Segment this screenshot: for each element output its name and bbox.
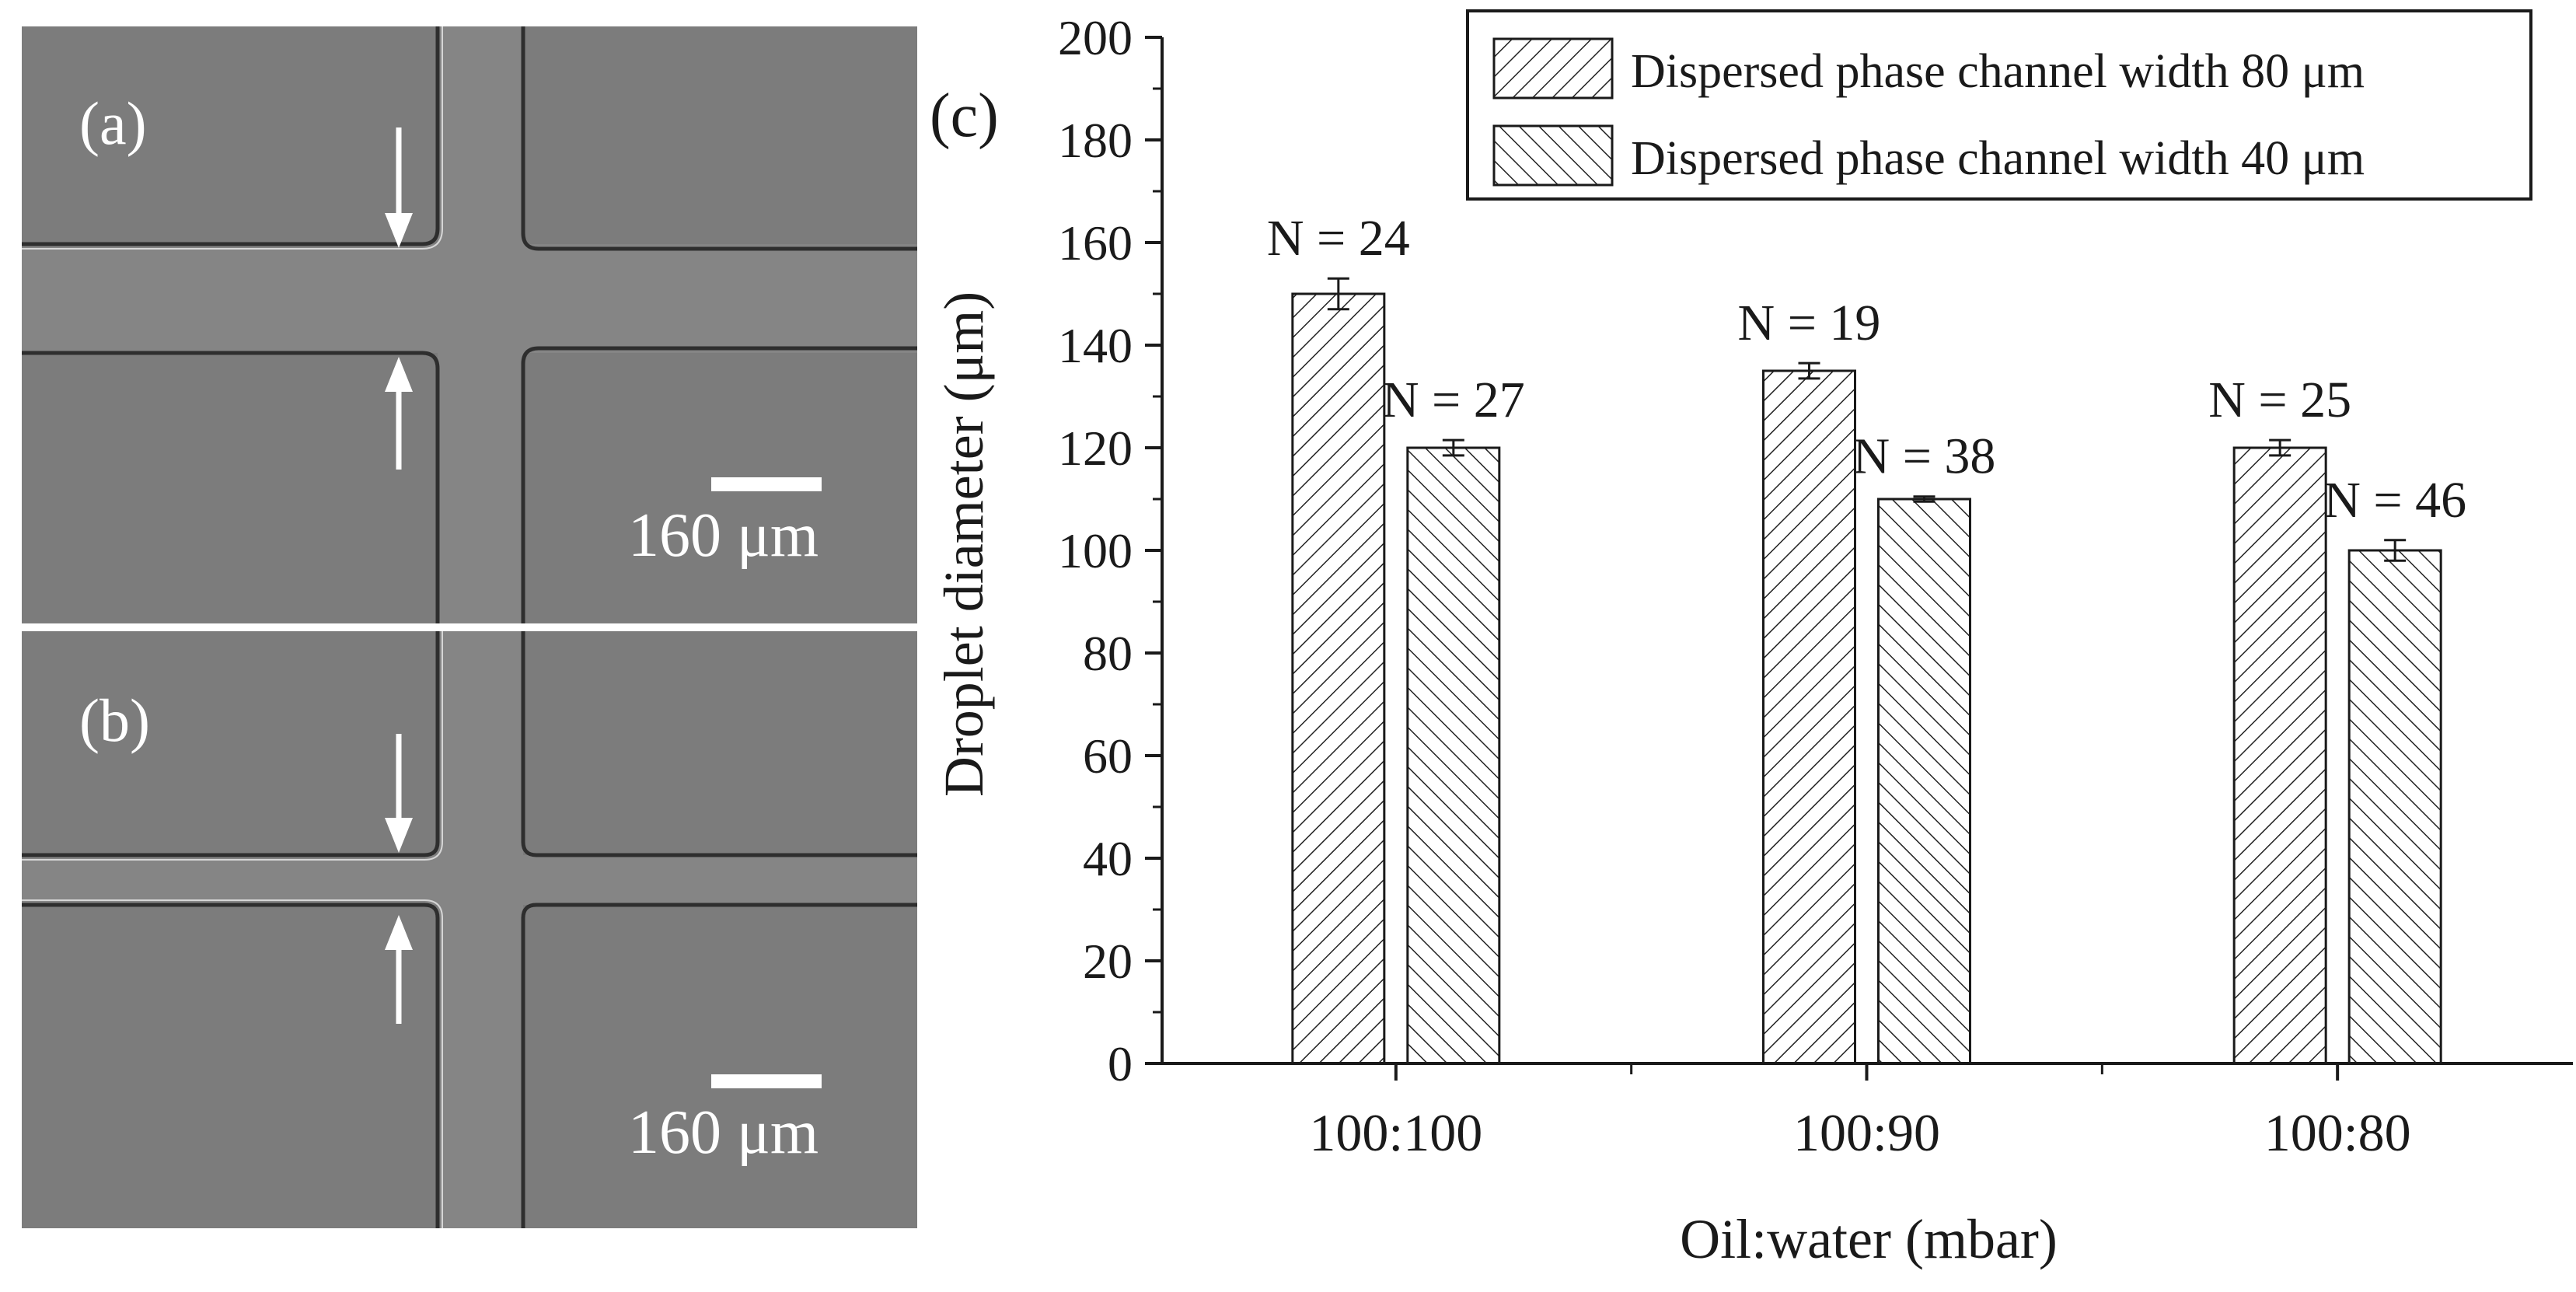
legend-swatch-80um <box>1492 37 1614 100</box>
panel-label-a: (a) <box>79 89 147 157</box>
y-tick-label: 60 <box>1083 728 1133 784</box>
legend-box <box>1466 9 2532 201</box>
y-axis-ticks: 0 20 40 60 80 100 120 140 160 180 200 100:100 100:90… <box>1058 10 2411 1162</box>
channel-wall <box>22 26 440 246</box>
panel-label-b: (b) <box>79 686 150 754</box>
sample-size-label: N = 19 <box>1738 295 1881 351</box>
sample-size-label: N = 38 <box>1853 428 1996 485</box>
bars <box>1291 277 2442 1065</box>
y-tick-label: 80 <box>1083 626 1133 681</box>
y-tick-label: 120 <box>1058 421 1133 476</box>
channel-wall <box>521 26 917 251</box>
y-axis-label: Droplet diameter (μm) <box>933 292 995 797</box>
legend-label-80um: Dispersed phase channel width 80 μm <box>1631 45 2365 98</box>
y-tick-label: 40 <box>1083 831 1133 886</box>
arrow-down-icon-head <box>385 818 413 853</box>
channel-wall-highlight <box>22 26 443 250</box>
channel-wall <box>521 631 917 857</box>
sample-size-label: N = 27 <box>1382 372 1525 428</box>
bar-annotations: N = 24 N = 27 N = 19 N = 38 N = 25 N = 46 <box>1267 210 2466 529</box>
y-tick-label: 20 <box>1083 934 1133 989</box>
bar <box>1762 369 1856 1065</box>
x-tick-label: 100:100 <box>1309 1103 1482 1162</box>
y-tick-label: 100 <box>1058 523 1133 578</box>
bar <box>2232 446 2327 1065</box>
vertical-channel <box>438 26 523 623</box>
channel-drawing-a <box>22 26 917 623</box>
bar <box>1877 498 1971 1065</box>
arrow-up-icon-head <box>385 915 413 950</box>
arrow-up-icon-head <box>385 357 413 392</box>
x-axis-label: Oil:water (mbar) <box>1680 1208 2058 1270</box>
scale-bar-label-b: 160 μm <box>628 1098 819 1167</box>
channel-wall <box>22 903 440 1228</box>
channel-drawing-b <box>22 631 917 1228</box>
channel-wall <box>22 631 440 857</box>
bar-chart: (c) 0 20 40 60 80 100 120 140 160 180 200 100:100 10… <box>930 9 2573 1270</box>
micrograph-a: (a) 160 μm <box>22 26 917 623</box>
channel-wall <box>521 346 917 623</box>
channel-wall <box>521 903 917 1228</box>
legend-label-40um: Dispersed phase channel width 40 μm <box>1631 132 2365 185</box>
x-tick-label: 100:90 <box>1793 1103 1940 1162</box>
bar <box>1406 446 1501 1065</box>
y-tick-label: 180 <box>1058 113 1133 168</box>
channel-wall-highlight <box>22 899 443 1228</box>
bar <box>2347 549 2442 1065</box>
scale-bar <box>711 1074 822 1088</box>
channel-wall <box>22 351 440 623</box>
panel-label-c: (c) <box>930 82 999 150</box>
y-tick-label: 160 <box>1058 215 1133 271</box>
y-tick-label: 200 <box>1058 10 1133 65</box>
sample-size-label: N = 25 <box>2208 372 2351 428</box>
channel-wall-highlight <box>22 631 443 861</box>
y-tick-label: 140 <box>1058 318 1133 373</box>
sample-size-label: N = 46 <box>2323 472 2466 529</box>
arrow-down-icon-head <box>385 213 413 248</box>
x-tick-label: 100:80 <box>2264 1103 2411 1162</box>
sample-size-label: N = 24 <box>1267 210 1410 267</box>
vertical-channel <box>438 631 523 1228</box>
bar <box>1291 292 1386 1065</box>
scale-bar <box>711 477 822 491</box>
y-tick-label: 0 <box>1108 1036 1133 1091</box>
legend: Dispersed phase channel width 80 μm Disp… <box>1466 9 2532 201</box>
scale-bar-label-a: 160 μm <box>628 501 819 570</box>
micrograph-b: (b) 160 μm <box>22 631 917 1228</box>
legend-swatch-40um <box>1492 124 1614 187</box>
